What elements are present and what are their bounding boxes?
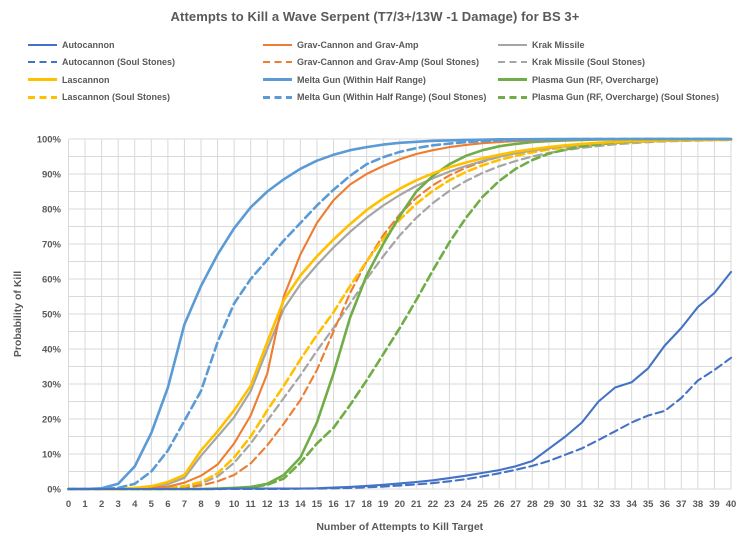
series-line-krak-missile-soul-stones- (67, 139, 733, 491)
legend-item: Melta Gun (Within Half Range) (263, 71, 498, 89)
x-tick-label: 32 (593, 499, 604, 510)
legend-label: Krak Missile (532, 39, 585, 50)
x-tick-label: 0 (66, 499, 71, 510)
x-tick-label: 34 (626, 499, 637, 510)
legend-label: Melta Gun (Within Half Range) (297, 74, 426, 85)
legend-line-swatch (498, 95, 527, 99)
x-tick-label: 10 (229, 499, 240, 510)
x-tick-label: 3 (116, 499, 121, 510)
legend-label: Lascannon (62, 74, 110, 85)
legend-label: Melta Gun (Within Half Range) (Soul Ston… (297, 92, 487, 103)
legend-label: Grav-Cannon and Grav-Amp (297, 39, 419, 50)
legend-label: Grav-Cannon and Grav-Amp (Soul Stones) (297, 57, 480, 68)
x-tick-label: 22 (428, 499, 439, 510)
legend-item: Grav-Cannon and Grav-Amp (Soul Stones) (263, 54, 498, 72)
x-tick-label: 2 (99, 499, 104, 510)
legend-item: Grav-Cannon and Grav-Amp (263, 36, 498, 54)
legend-item: Autocannon (28, 36, 263, 54)
y-tick-label: 100% (37, 135, 62, 146)
x-tick-label: 33 (610, 499, 621, 510)
legend-label: Autocannon (Soul Stones) (62, 57, 175, 68)
chart-title: Attempts to Kill a Wave Serpent (T7/3+/1… (170, 9, 580, 24)
x-tick-label: 15 (312, 499, 323, 510)
y-tick-label: 10% (42, 450, 62, 461)
x-tick-label: 9 (215, 499, 220, 510)
x-tick-label: 11 (246, 499, 257, 510)
series-line-autocannon (67, 270, 733, 491)
y-tick-label: 70% (42, 240, 62, 251)
legend-item: Plasma Gun (RF, Overcharge) (Soul Stones… (498, 89, 740, 107)
legend-line-swatch (263, 43, 292, 46)
x-tick-label: 40 (726, 499, 737, 510)
y-tick-label: 60% (42, 275, 62, 286)
x-tick-label: 38 (693, 499, 704, 510)
series-line-melta-gun-within-half-range- (67, 137, 733, 491)
x-tick-label: 17 (345, 499, 356, 510)
x-tick-label: 4 (132, 499, 138, 510)
legend-item: Krak Missile (Soul Stones) (498, 54, 740, 72)
x-tick-label: 16 (328, 499, 339, 510)
x-tick-label: 14 (295, 499, 306, 510)
legend-line-swatch (28, 95, 57, 99)
x-tick-label: 39 (709, 499, 720, 510)
legend-line-swatch (28, 61, 57, 64)
x-tick-label: 8 (198, 499, 203, 510)
legend-line-swatch (498, 43, 527, 46)
x-tick-label: 23 (444, 499, 455, 510)
legend-line-swatch (263, 95, 292, 99)
x-tick-label: 5 (149, 499, 155, 510)
x-tick-label: 20 (394, 499, 405, 510)
x-tick-label: 36 (659, 499, 670, 510)
x-tick-label: 12 (262, 499, 273, 510)
x-tick-label: 26 (494, 499, 505, 510)
x-tick-label: 28 (527, 499, 538, 510)
legend-line-swatch (263, 78, 292, 82)
x-tick-label: 25 (477, 499, 488, 510)
x-tick-label: 29 (544, 499, 555, 510)
x-tick-label: 30 (560, 499, 571, 510)
series-line-lascannon (67, 138, 733, 491)
x-tick-label: 1 (82, 499, 88, 510)
y-tick-label: 0% (47, 485, 61, 496)
legend-item: Lascannon (28, 71, 263, 89)
legend-label: Plasma Gun (RF, Overcharge) (Soul Stones… (532, 92, 720, 103)
legend-line-swatch (498, 61, 527, 64)
x-tick-label: 7 (182, 499, 187, 510)
legend-line-swatch (498, 78, 527, 82)
y-tick-label: 30% (42, 380, 62, 391)
x-tick-label: 19 (378, 499, 389, 510)
y-tick-label: 90% (42, 170, 62, 181)
x-tick-label: 35 (643, 499, 654, 510)
x-tick-label: 18 (361, 499, 372, 510)
legend-item: Plasma Gun (RF, Overcharge) (498, 71, 740, 89)
x-tick-label: 31 (577, 499, 588, 510)
x-tick-label: 27 (510, 499, 521, 510)
legend-label: Krak Missile (Soul Stones) (532, 57, 646, 68)
y-tick-label: 50% (42, 310, 62, 321)
x-axis-title: Number of Attempts to Kill Target (316, 521, 483, 533)
x-tick-label: 6 (165, 499, 170, 510)
legend-item: Autocannon (Soul Stones) (28, 54, 263, 72)
y-tick-label: 80% (42, 205, 62, 216)
legend-line-swatch (28, 78, 57, 82)
series-line-autocannon-soul-stones- (67, 356, 733, 491)
x-tick-label: 37 (676, 499, 687, 510)
y-tick-label: 40% (42, 345, 62, 356)
legend-item: Melta Gun (Within Half Range) (Soul Ston… (263, 89, 498, 107)
x-tick-label: 24 (461, 499, 472, 510)
legend-item: Lascannon (Soul Stones) (28, 89, 263, 107)
chart-legend: Autocannon Grav-Cannon and Grav-Amp Krak M… (28, 36, 740, 106)
y-tick-label: 20% (42, 415, 62, 426)
legend-label: Lascannon (Soul Stones) (62, 92, 171, 103)
legend-line-swatch (28, 43, 57, 46)
legend-line-swatch (263, 61, 292, 64)
x-tick-label: 13 (279, 499, 290, 510)
legend-item: Krak Missile (498, 36, 740, 54)
legend-label: Plasma Gun (RF, Overcharge) (532, 74, 659, 85)
y-axis-title: Probability of Kill (12, 271, 24, 357)
x-tick-label: 21 (411, 499, 422, 510)
legend-label: Autocannon (62, 39, 115, 50)
